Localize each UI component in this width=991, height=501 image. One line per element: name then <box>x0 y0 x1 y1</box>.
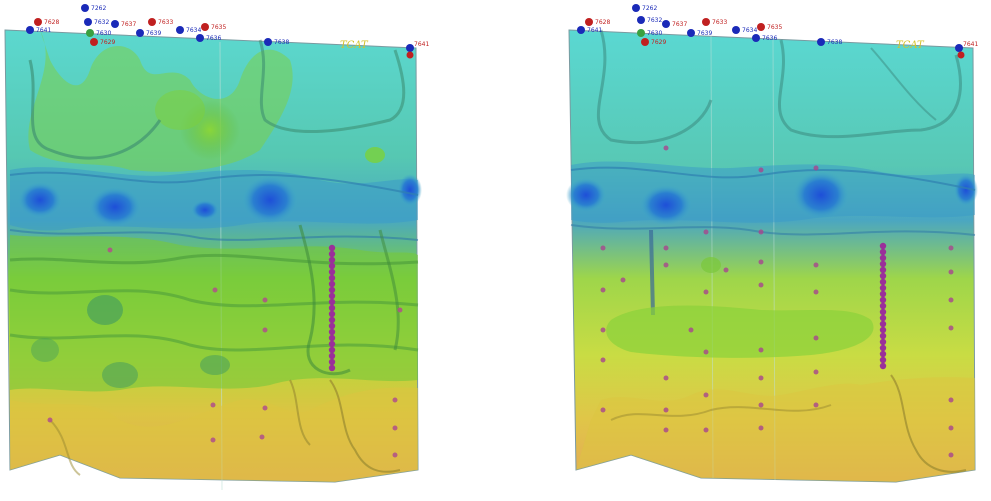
well-label: 7636 <box>206 35 221 42</box>
contour-line <box>28 59 162 160</box>
well-label: 7262 <box>642 5 657 12</box>
contour-line <box>9 229 419 241</box>
blue-blob <box>954 174 978 206</box>
contour-line <box>9 171 419 196</box>
contour-line <box>378 229 400 351</box>
contour-line <box>596 29 713 145</box>
well-label: 7628 <box>44 19 59 26</box>
contour-line <box>610 404 832 421</box>
contour-line <box>298 224 351 376</box>
well-label: 7641 <box>36 27 51 34</box>
well-label: 7630 <box>96 30 111 37</box>
well-label: 7634 <box>186 27 201 34</box>
well-label: 7262 <box>91 5 106 12</box>
well-label: 7637 <box>121 21 136 28</box>
green-blob <box>701 257 721 273</box>
green-blob <box>87 295 123 325</box>
well-label: 7636 <box>762 35 777 42</box>
wellhead-markers: 7262 7628 7641 7632 7637 7633 7630 7629 … <box>577 4 978 59</box>
iso-surface-lower <box>10 387 418 482</box>
sample-points <box>600 145 954 458</box>
well-label: 7641 <box>963 41 978 48</box>
sample-points <box>47 247 403 458</box>
horizon-label: TCAT <box>340 40 369 51</box>
contour-line <box>9 333 419 352</box>
volume-render-right: 7262 7628 7641 7632 7637 7633 7630 7629 … <box>561 0 991 501</box>
contour-line <box>49 419 81 476</box>
well-label: 7641 <box>414 41 429 48</box>
well-label: 7638 <box>274 39 289 46</box>
contour-line <box>570 166 976 191</box>
blue-blob <box>89 187 141 227</box>
contour-line <box>289 379 311 446</box>
contour-line <box>258 39 406 134</box>
well-label: 7629 <box>651 39 666 46</box>
volume-render-right-svg: 7262 7628 7641 7632 7637 7633 7630 7629 … <box>566 4 978 483</box>
blue-blob <box>793 171 849 219</box>
green-blob <box>31 338 59 362</box>
green-blob <box>102 362 138 388</box>
blue-blob <box>398 174 422 206</box>
contour-line <box>777 39 962 139</box>
iso-surface-lower <box>576 377 975 482</box>
well-label: 7641 <box>587 27 602 34</box>
iso-surface-middle <box>10 235 418 392</box>
blue-blob <box>18 182 62 218</box>
contour-line <box>329 379 401 473</box>
green-blob <box>365 147 385 163</box>
well-label: 7633 <box>158 19 173 26</box>
volume-render-left-svg: 7262 7628 7641 7632 7637 7633 7630 7629 … <box>4 4 429 491</box>
contour-line <box>9 288 419 308</box>
horizon-label: TCAT <box>896 40 925 51</box>
well-marker-column <box>328 244 336 372</box>
well-label: 7635 <box>211 24 226 31</box>
well-label: 7633 <box>712 19 727 26</box>
well-label: 7629 <box>100 39 115 46</box>
contour-line <box>870 47 937 121</box>
blue-blob <box>640 185 692 225</box>
green-blob <box>155 90 205 130</box>
well-label: 7638 <box>827 39 842 46</box>
well-label: 7632 <box>647 17 662 24</box>
well-label: 7637 <box>672 21 687 28</box>
well-trace <box>649 229 655 316</box>
blue-blob <box>566 178 606 212</box>
well-label: 7639 <box>146 30 161 37</box>
well-marker-column <box>879 242 887 370</box>
contour-line <box>9 253 419 266</box>
well-label: 7632 <box>94 19 109 26</box>
well-label: 7628 <box>595 19 610 26</box>
green-blob <box>200 355 230 375</box>
wellhead-markers: 7262 7628 7641 7632 7637 7633 7630 7629 … <box>26 4 429 59</box>
well-label: 7639 <box>697 30 712 37</box>
blue-blob <box>191 200 219 220</box>
well-label: 7635 <box>767 24 782 31</box>
blue-blob <box>242 176 298 224</box>
contour-line <box>890 374 967 473</box>
well-label: 7630 <box>647 30 662 37</box>
well-label: 7634 <box>742 27 757 34</box>
iso-surface-lens <box>606 305 874 358</box>
volume-render-left: 7262 7628 7641 7632 7637 7633 7630 7629 … <box>0 0 430 501</box>
